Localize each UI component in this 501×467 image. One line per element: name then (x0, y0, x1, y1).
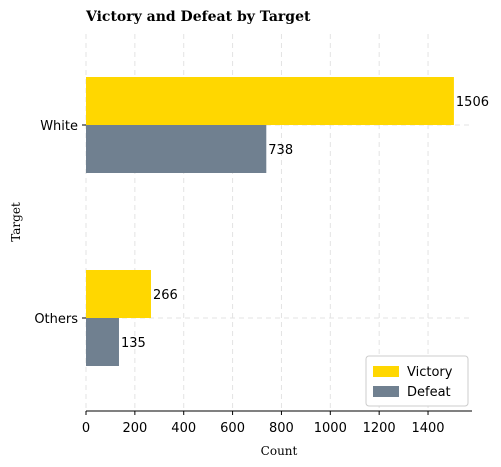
legend-label-defeat: Defeat (407, 385, 451, 400)
x-tick-label: 1200 (363, 421, 396, 436)
data-label: 135 (121, 336, 146, 351)
bars (86, 77, 454, 366)
x-tick-label: 600 (220, 421, 245, 436)
legend-label-victory: Victory (407, 365, 453, 380)
y-axis-title: Target (9, 202, 23, 242)
x-tick-label: 0 (82, 421, 90, 436)
chart-title: Victory and Defeat by Target (85, 9, 311, 25)
x-tick-label: 1000 (314, 421, 347, 436)
bar-victory-white (86, 77, 454, 125)
x-axis-title: Count (261, 444, 298, 458)
legend: Victory Defeat (365, 355, 469, 407)
data-label: 738 (268, 143, 293, 158)
bar-defeat-white (86, 125, 267, 173)
data-label: 266 (153, 288, 178, 303)
legend-swatch-victory (373, 366, 399, 377)
x-tick-label: 1400 (411, 421, 444, 436)
legend-swatch-defeat (373, 386, 399, 397)
bar-victory-others (86, 270, 151, 318)
x-axis-ticks: 0 200 400 600 800 1000 1200 1400 (82, 411, 445, 436)
y-axis-ticks: White Others (34, 119, 86, 327)
bar-defeat-others (86, 318, 119, 366)
x-tick-label: 400 (171, 421, 196, 436)
y-tick-label: White (40, 119, 78, 134)
x-tick-label: 800 (269, 421, 294, 436)
data-label: 1506 (456, 95, 489, 110)
y-tick-label: Others (34, 312, 78, 327)
data-labels: 1506 738 266 135 (121, 95, 489, 351)
x-tick-label: 200 (122, 421, 147, 436)
